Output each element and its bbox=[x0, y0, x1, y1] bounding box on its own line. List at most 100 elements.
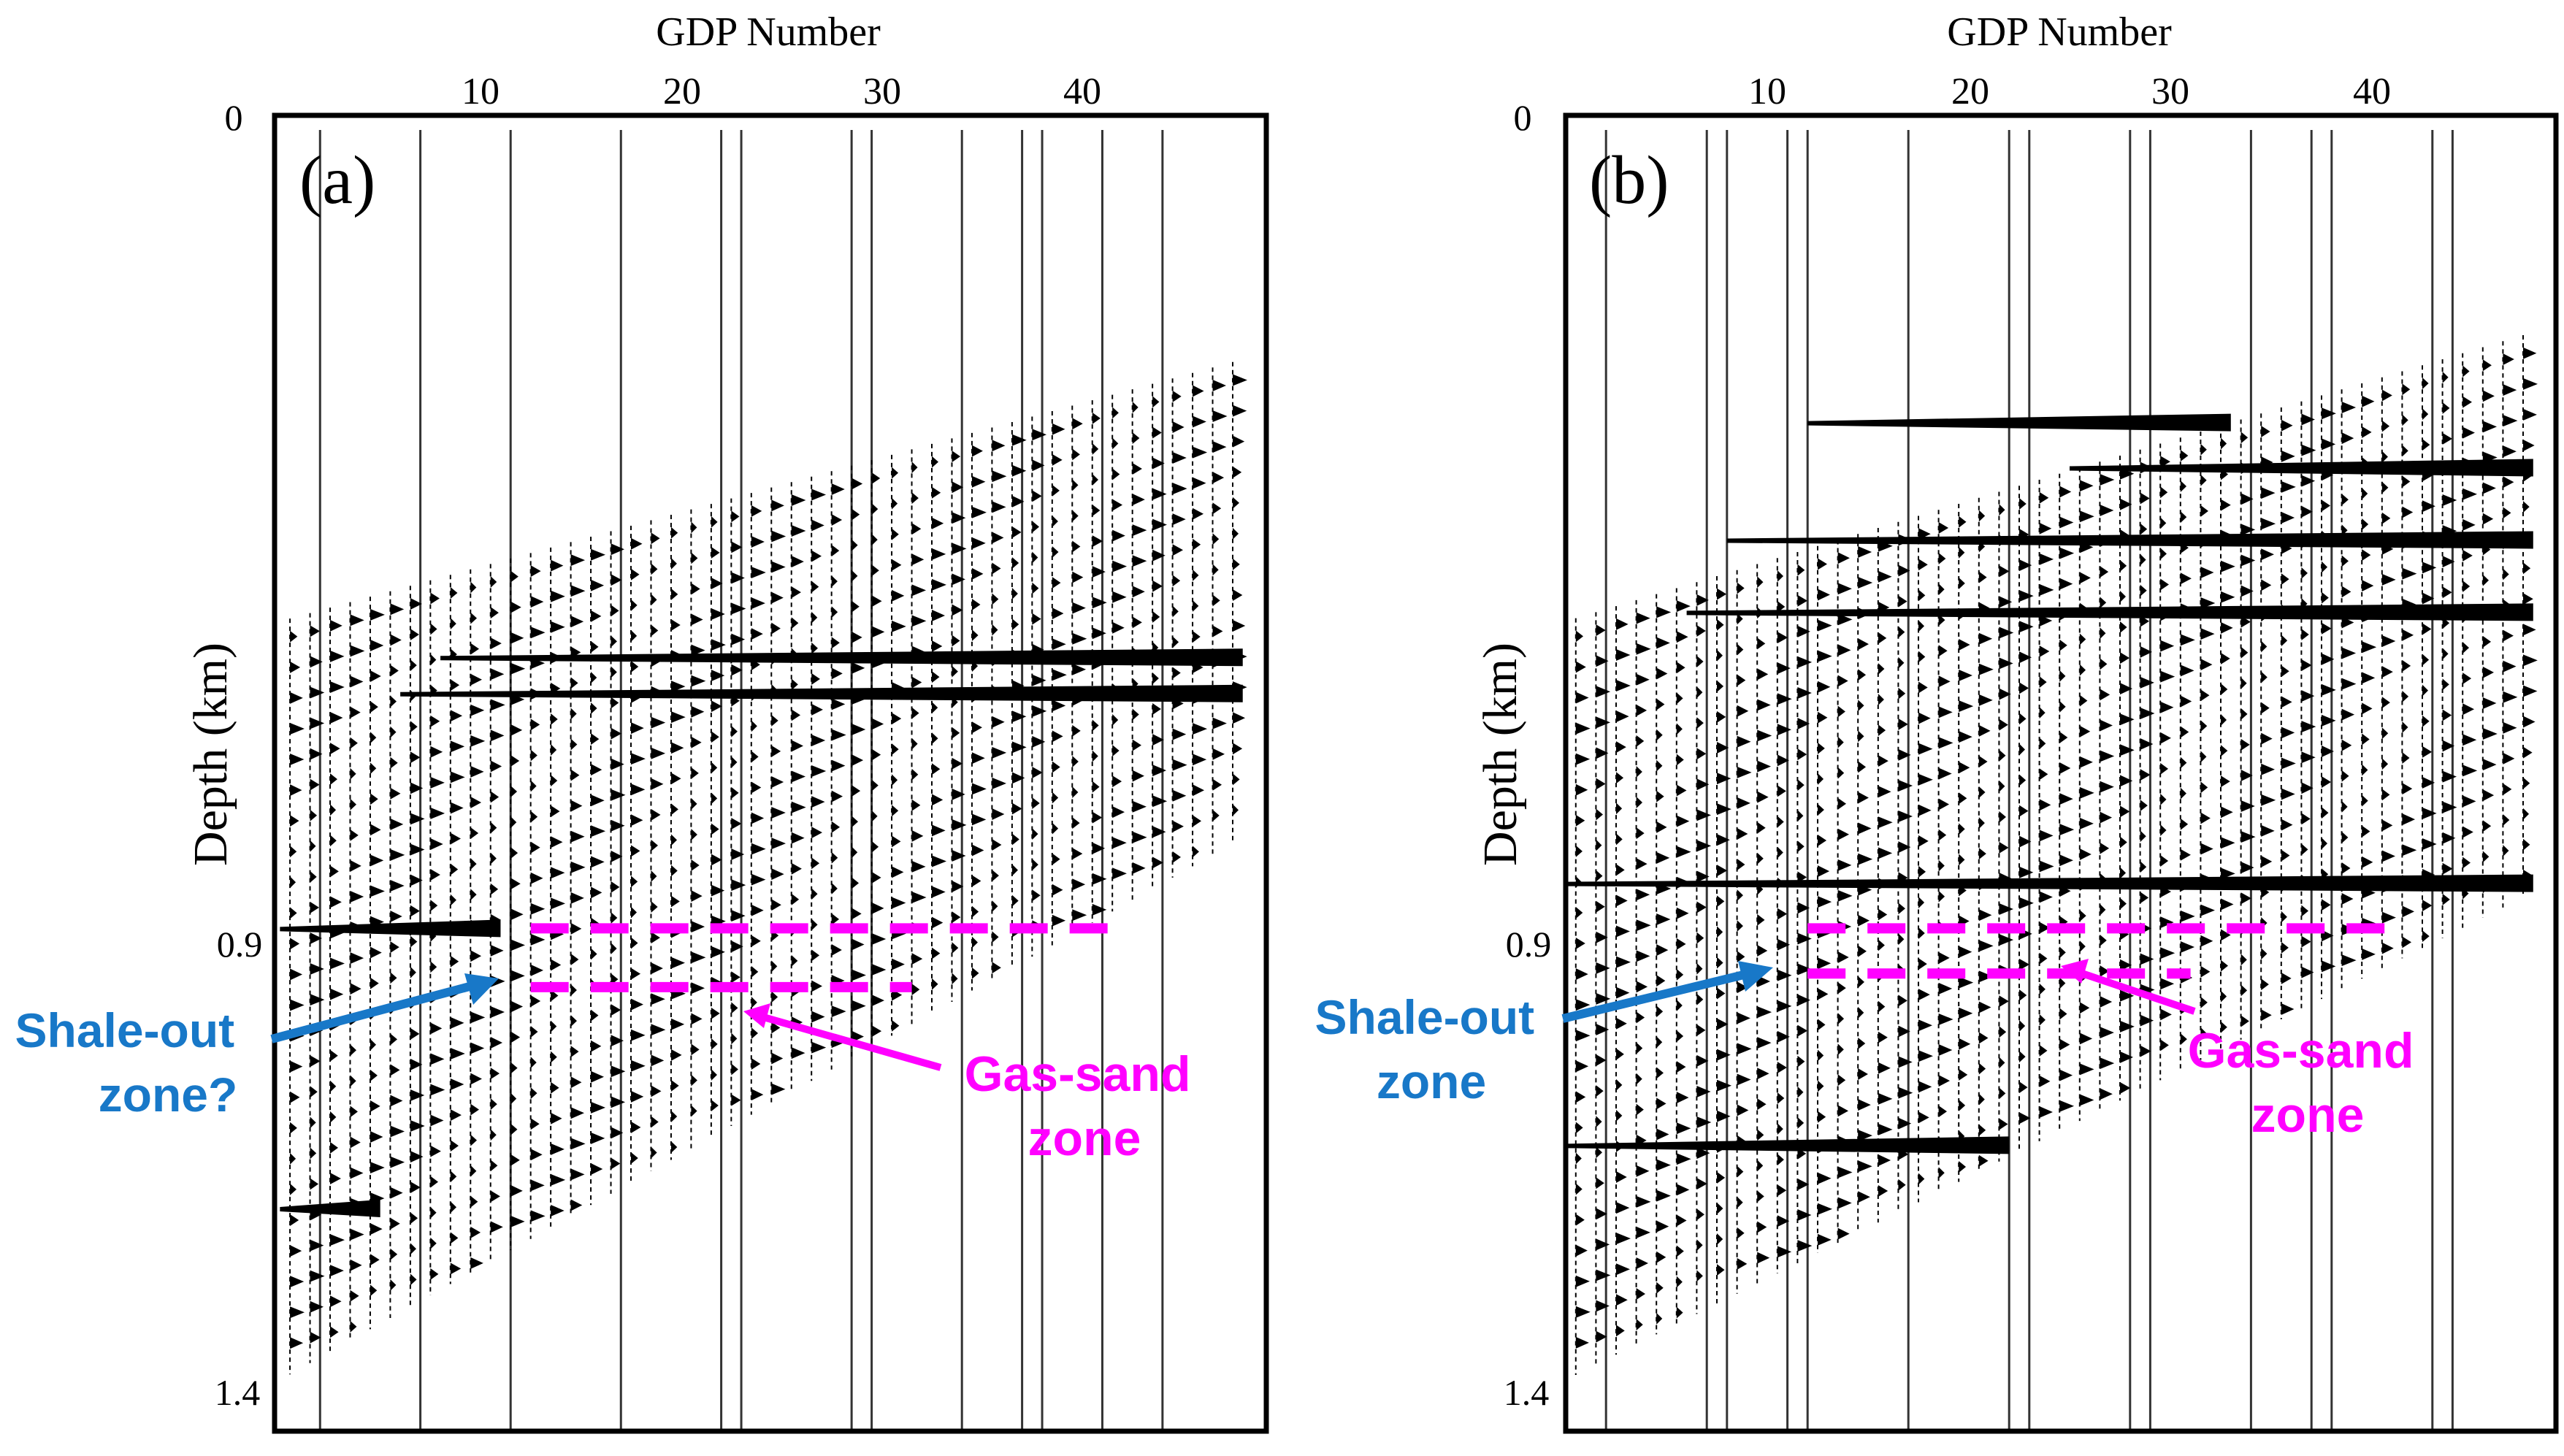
panel-a-wiggle-lobe bbox=[791, 617, 799, 629]
panel-b-wiggle-lobe bbox=[2503, 813, 2510, 826]
panel-a-wiggle-lobe bbox=[510, 908, 524, 921]
panel-b-wiggle-lobe bbox=[2100, 842, 2110, 854]
panel-a-wiggle-lobe bbox=[711, 1007, 720, 1019]
panel-a-wiggle-lobe bbox=[1152, 549, 1166, 562]
panel-b-wiggle-lobe bbox=[1696, 870, 1710, 883]
panel-a-wiggle-lobe bbox=[1072, 755, 1079, 767]
panel-a-wiggle-lobe bbox=[310, 901, 319, 913]
panel-b-wiggle-lobe bbox=[2019, 743, 2026, 756]
panel-b-x-tick-40: 40 bbox=[2353, 71, 2391, 112]
panel-a-wiggle-lobe bbox=[330, 1111, 337, 1123]
panel-a-wiggle-lobe bbox=[1112, 407, 1119, 419]
panel-a-wiggle-lobe bbox=[570, 708, 577, 720]
panel-a-wiggle-lobe bbox=[911, 984, 920, 996]
panel-b-wiggle-lobe bbox=[2039, 829, 2054, 842]
panel-a-wiggle-lobe bbox=[350, 1320, 357, 1333]
panel-b-gas-text: Gas-sand zone bbox=[2188, 1023, 2428, 1143]
panel-b-wiggle-lobe bbox=[1918, 651, 1926, 663]
panel-a-wiggle-lobe bbox=[1072, 724, 1081, 737]
panel-b-wiggle-lobe bbox=[1959, 1068, 1968, 1081]
panel-a-wiggle-lobe bbox=[570, 585, 586, 597]
panel-a-wiggle-lobe bbox=[771, 1083, 786, 1095]
panel-b-wiggle-lobe bbox=[2301, 628, 2309, 640]
panel-b-wiggle-lobe bbox=[2240, 585, 2254, 597]
panel-a-wiggle-lobe bbox=[1172, 667, 1181, 679]
panel-b-wiggle-lobe bbox=[1596, 808, 1604, 821]
panel-a-wiggle-lobe bbox=[852, 724, 866, 736]
panel-b-wiggle-lobe bbox=[2261, 548, 2275, 561]
panel-a-wiggle-lobe bbox=[711, 1038, 718, 1050]
panel-a-wiggle-lobe bbox=[1152, 703, 1161, 716]
panel-b-wiggle-lobe bbox=[2120, 1020, 2135, 1032]
panel-b-wiggle-lobe bbox=[1575, 814, 1585, 827]
panel-a-wiggle-lobe bbox=[570, 922, 582, 935]
panel-b-wiggle-lobe bbox=[1858, 914, 1870, 927]
panel-a-wiggle-lobe bbox=[1172, 636, 1179, 648]
panel-b-wiggle-lobe bbox=[1978, 817, 1985, 829]
panel-a-wiggle-lobe bbox=[551, 621, 565, 633]
panel-b-wiggle-lobe bbox=[1878, 1031, 1888, 1043]
panel-b-wiggle-lobe bbox=[2140, 892, 2149, 904]
panel-a-wiggle-lobe bbox=[971, 506, 987, 518]
panel-a-wiggle-lobe bbox=[1172, 483, 1187, 495]
panel-b-wiggle-lobe bbox=[2200, 689, 2210, 702]
panel-b-wiggle-lobe bbox=[1616, 1109, 1623, 1122]
panel-a-wiggle-lobe bbox=[1193, 385, 1204, 397]
panel-b-wiggle-lobe bbox=[2381, 850, 2395, 862]
panel-b-wiggle-lobe bbox=[2462, 488, 2477, 500]
panel-b-wiggle-lobe bbox=[2523, 716, 2536, 728]
panel-a-shale-arrow bbox=[270, 979, 482, 1043]
panel-b-wiggle-lobe bbox=[1898, 1179, 1906, 1191]
panel-b-wiggle-lobe bbox=[1938, 859, 1945, 872]
panel-a-wiggle-lobe bbox=[570, 1046, 579, 1058]
panel-b-wiggle-lobe bbox=[1575, 722, 1591, 735]
panel-a-wiggle-lobe bbox=[1052, 822, 1059, 835]
panel-b-wiggle-lobe bbox=[1696, 1239, 1703, 1252]
panel-b-wiggle-lobe bbox=[2381, 819, 2393, 832]
panel-b-wiggle-lobe bbox=[2180, 572, 2192, 585]
panel-b-wiggle-lobe bbox=[2442, 432, 2453, 445]
panel-a-wiggle-lobe bbox=[410, 782, 424, 794]
panel-b-wiggle-lobe bbox=[2100, 566, 2109, 578]
panel-b-wiggle-lobe bbox=[1938, 737, 1953, 749]
panel-a-wiggle-lobe bbox=[330, 865, 339, 878]
panel-b-wiggle-lobe bbox=[1978, 1154, 1989, 1167]
panel-b-wiggle-lobe bbox=[2422, 439, 2430, 451]
panel-a-wiggle-lobe bbox=[771, 868, 784, 881]
panel-b-wiggle-lobe bbox=[1575, 630, 1584, 643]
panel-b-wiggle-lobe bbox=[2402, 783, 2413, 795]
panel-b-wiggle-lobe bbox=[2261, 579, 2272, 591]
panel-b-wiggle-lobe bbox=[2362, 794, 2368, 807]
panel-b-wiggle-lobe bbox=[2462, 426, 2475, 439]
panel-b-gas-line1: Gas-sand bbox=[2188, 1023, 2414, 1078]
panel-a-wiggle-lobe bbox=[591, 610, 602, 622]
panel-b-wiggle-lobe bbox=[1616, 1325, 1625, 1337]
panel-b-wiggle-lobe bbox=[1616, 1202, 1630, 1214]
panel-b-wiggle-lobe bbox=[2059, 1100, 2075, 1112]
panel-b-wiggle-lobe bbox=[2301, 567, 2308, 579]
panel-b-wiggle-lobe bbox=[2341, 402, 2357, 414]
panel-b-wiggle-lobe bbox=[2039, 707, 2046, 719]
panel-a-wiggle-lobe bbox=[330, 650, 345, 662]
panel-a-wiggle-lobe bbox=[510, 1215, 525, 1227]
panel-a-wiggle-lobe bbox=[952, 481, 964, 494]
panel-a-wiggle-lobe bbox=[651, 594, 657, 606]
panel-b-wiggle-lobe bbox=[1959, 1099, 1966, 1111]
panel-b-wiggle-lobe bbox=[1656, 1097, 1666, 1110]
panel-b-wiggle-lobe bbox=[1878, 939, 1885, 951]
panel-a-wiggle-lobe bbox=[631, 875, 638, 888]
panel-b-wiggle-lobe bbox=[2100, 689, 2110, 701]
panel-a-wiggle-lobe bbox=[651, 1024, 666, 1036]
panel-a-wiggle-lobe bbox=[310, 1055, 321, 1068]
panel-a-wiggle-lobe bbox=[911, 860, 926, 873]
panel-b-wiggle-lobe bbox=[2482, 359, 2492, 372]
panel-a-wiggle-lobe bbox=[330, 773, 337, 786]
panel-b-wiggle-lobe bbox=[2221, 683, 2228, 695]
panel-b-wiggle-lobe bbox=[1656, 729, 1663, 741]
panel-a-wiggle-lobe bbox=[731, 541, 743, 553]
panel-b-wiggle-lobe bbox=[2160, 947, 2175, 959]
panel-a-wiggle-lobe bbox=[631, 937, 638, 949]
panel-a-wiggle-lobe bbox=[611, 1127, 624, 1139]
panel-b-wiggle-lobe bbox=[2402, 844, 2417, 857]
panel-b-wiggle-lobe bbox=[2523, 777, 2530, 789]
